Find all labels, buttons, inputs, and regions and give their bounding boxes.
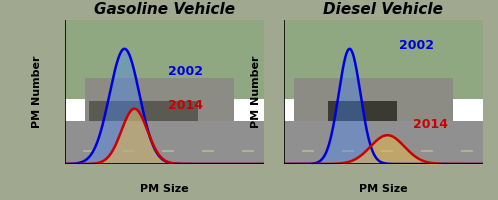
- Text: PM Size: PM Size: [140, 184, 189, 194]
- Text: PM Number: PM Number: [32, 56, 42, 128]
- Bar: [284, 20, 483, 99]
- Bar: [65, 121, 264, 164]
- Text: 2002: 2002: [168, 65, 203, 78]
- Text: 2014: 2014: [413, 118, 448, 131]
- Bar: [85, 78, 234, 132]
- Text: PM Number: PM Number: [251, 56, 261, 128]
- Text: 2014: 2014: [168, 99, 203, 112]
- Bar: [123, 150, 134, 152]
- Title: Diesel Vehicle: Diesel Vehicle: [324, 2, 443, 17]
- Bar: [242, 150, 254, 152]
- Bar: [421, 150, 433, 152]
- Bar: [89, 101, 198, 132]
- Bar: [302, 150, 314, 152]
- Text: PM Size: PM Size: [359, 184, 408, 194]
- Bar: [65, 20, 264, 99]
- Bar: [342, 150, 354, 152]
- Bar: [162, 150, 174, 152]
- Bar: [381, 150, 393, 152]
- Bar: [461, 150, 473, 152]
- Bar: [284, 121, 483, 164]
- Bar: [83, 150, 95, 152]
- Text: 2002: 2002: [399, 39, 434, 52]
- Title: Gasoline Vehicle: Gasoline Vehicle: [94, 2, 235, 17]
- Bar: [202, 150, 214, 152]
- Bar: [294, 78, 453, 132]
- Bar: [328, 101, 397, 132]
